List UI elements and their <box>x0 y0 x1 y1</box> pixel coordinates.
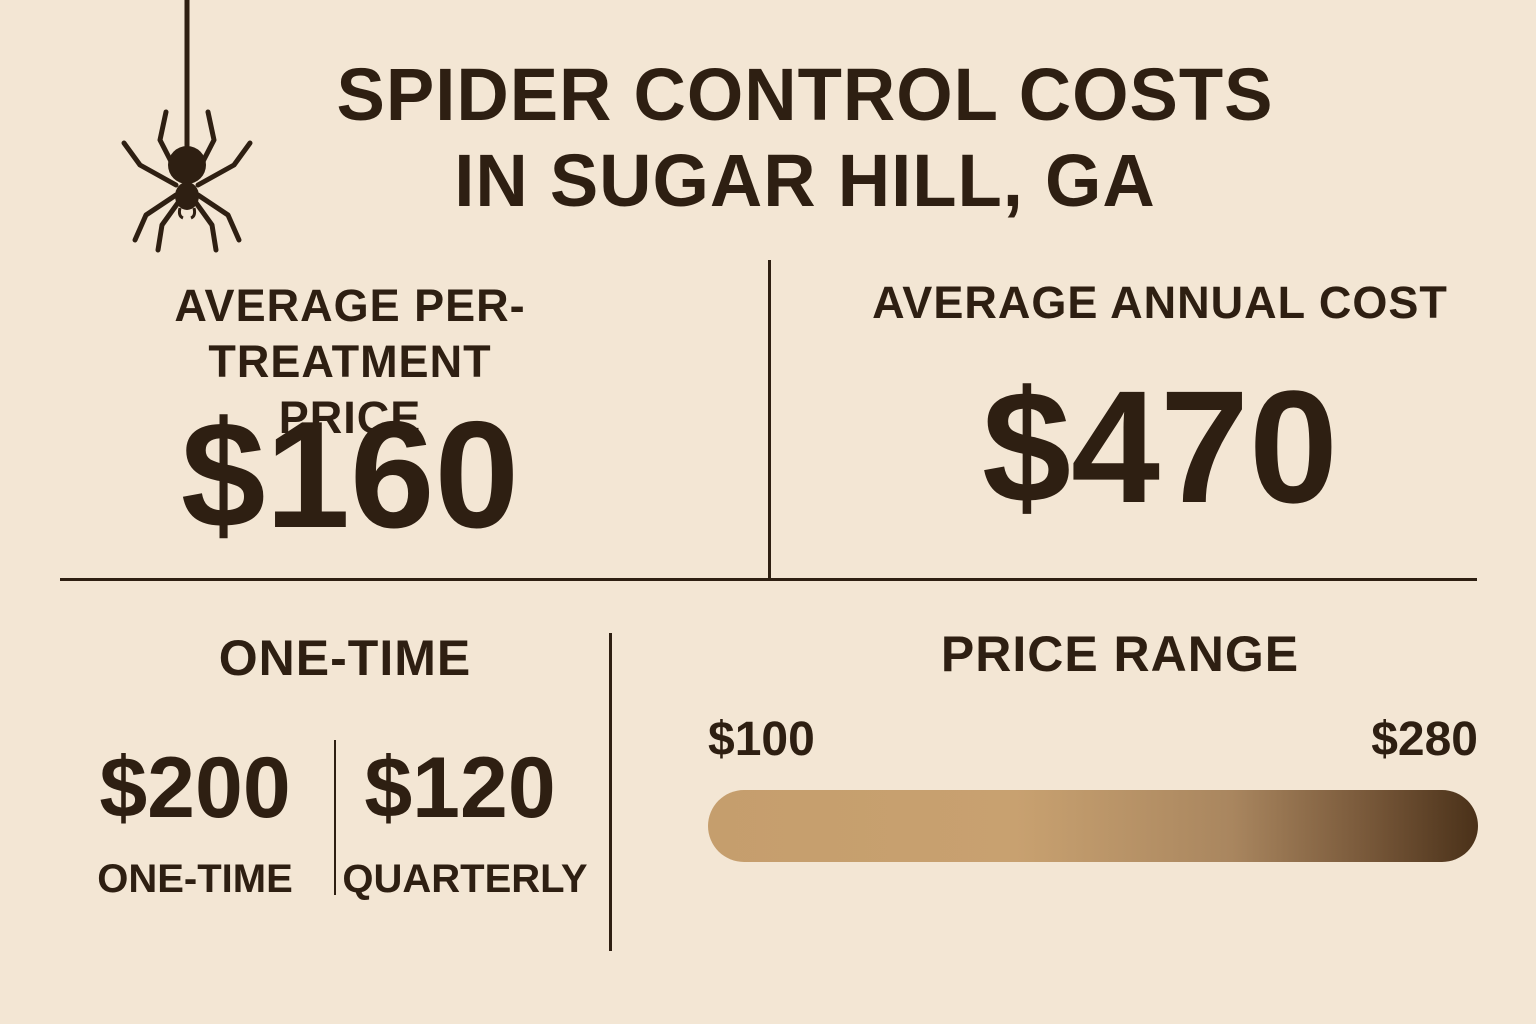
quarterly-option-label: QUARTERLY <box>342 857 588 901</box>
one-time-heading: ONE-TIME <box>218 630 472 686</box>
title-line-2: IN SUGAR HILL, GA <box>454 139 1156 222</box>
divider-options <box>334 740 336 895</box>
divider-top-vertical <box>768 260 771 580</box>
hanging-spider-icon <box>110 0 270 260</box>
price-range-max: $280 <box>1371 713 1478 766</box>
per-treatment-label: AVERAGE PER-TREATMENT PRICE <box>174 280 526 443</box>
divider-bottom-vertical <box>609 633 612 951</box>
title-line-1: SPIDER CONTROL COSTS <box>336 53 1274 136</box>
one-time-option-label: ONE-TIME <box>97 857 293 901</box>
quarterly-price: $120 <box>364 740 556 836</box>
price-range-heading: PRICE RANGE <box>940 626 1300 682</box>
per-treatment-value: $160 <box>180 390 520 560</box>
divider-horizontal <box>60 578 1477 581</box>
price-range-bar <box>708 790 1478 862</box>
annual-cost-value: $470 <box>982 357 1338 536</box>
annual-cost-label: AVERAGE ANNUAL COST <box>872 277 1448 328</box>
price-range-min: $100 <box>708 713 815 766</box>
one-time-price: $200 <box>99 740 291 836</box>
page-title: SPIDER CONTROL COSTS IN SUGAR HILL, GA <box>261 52 1349 224</box>
